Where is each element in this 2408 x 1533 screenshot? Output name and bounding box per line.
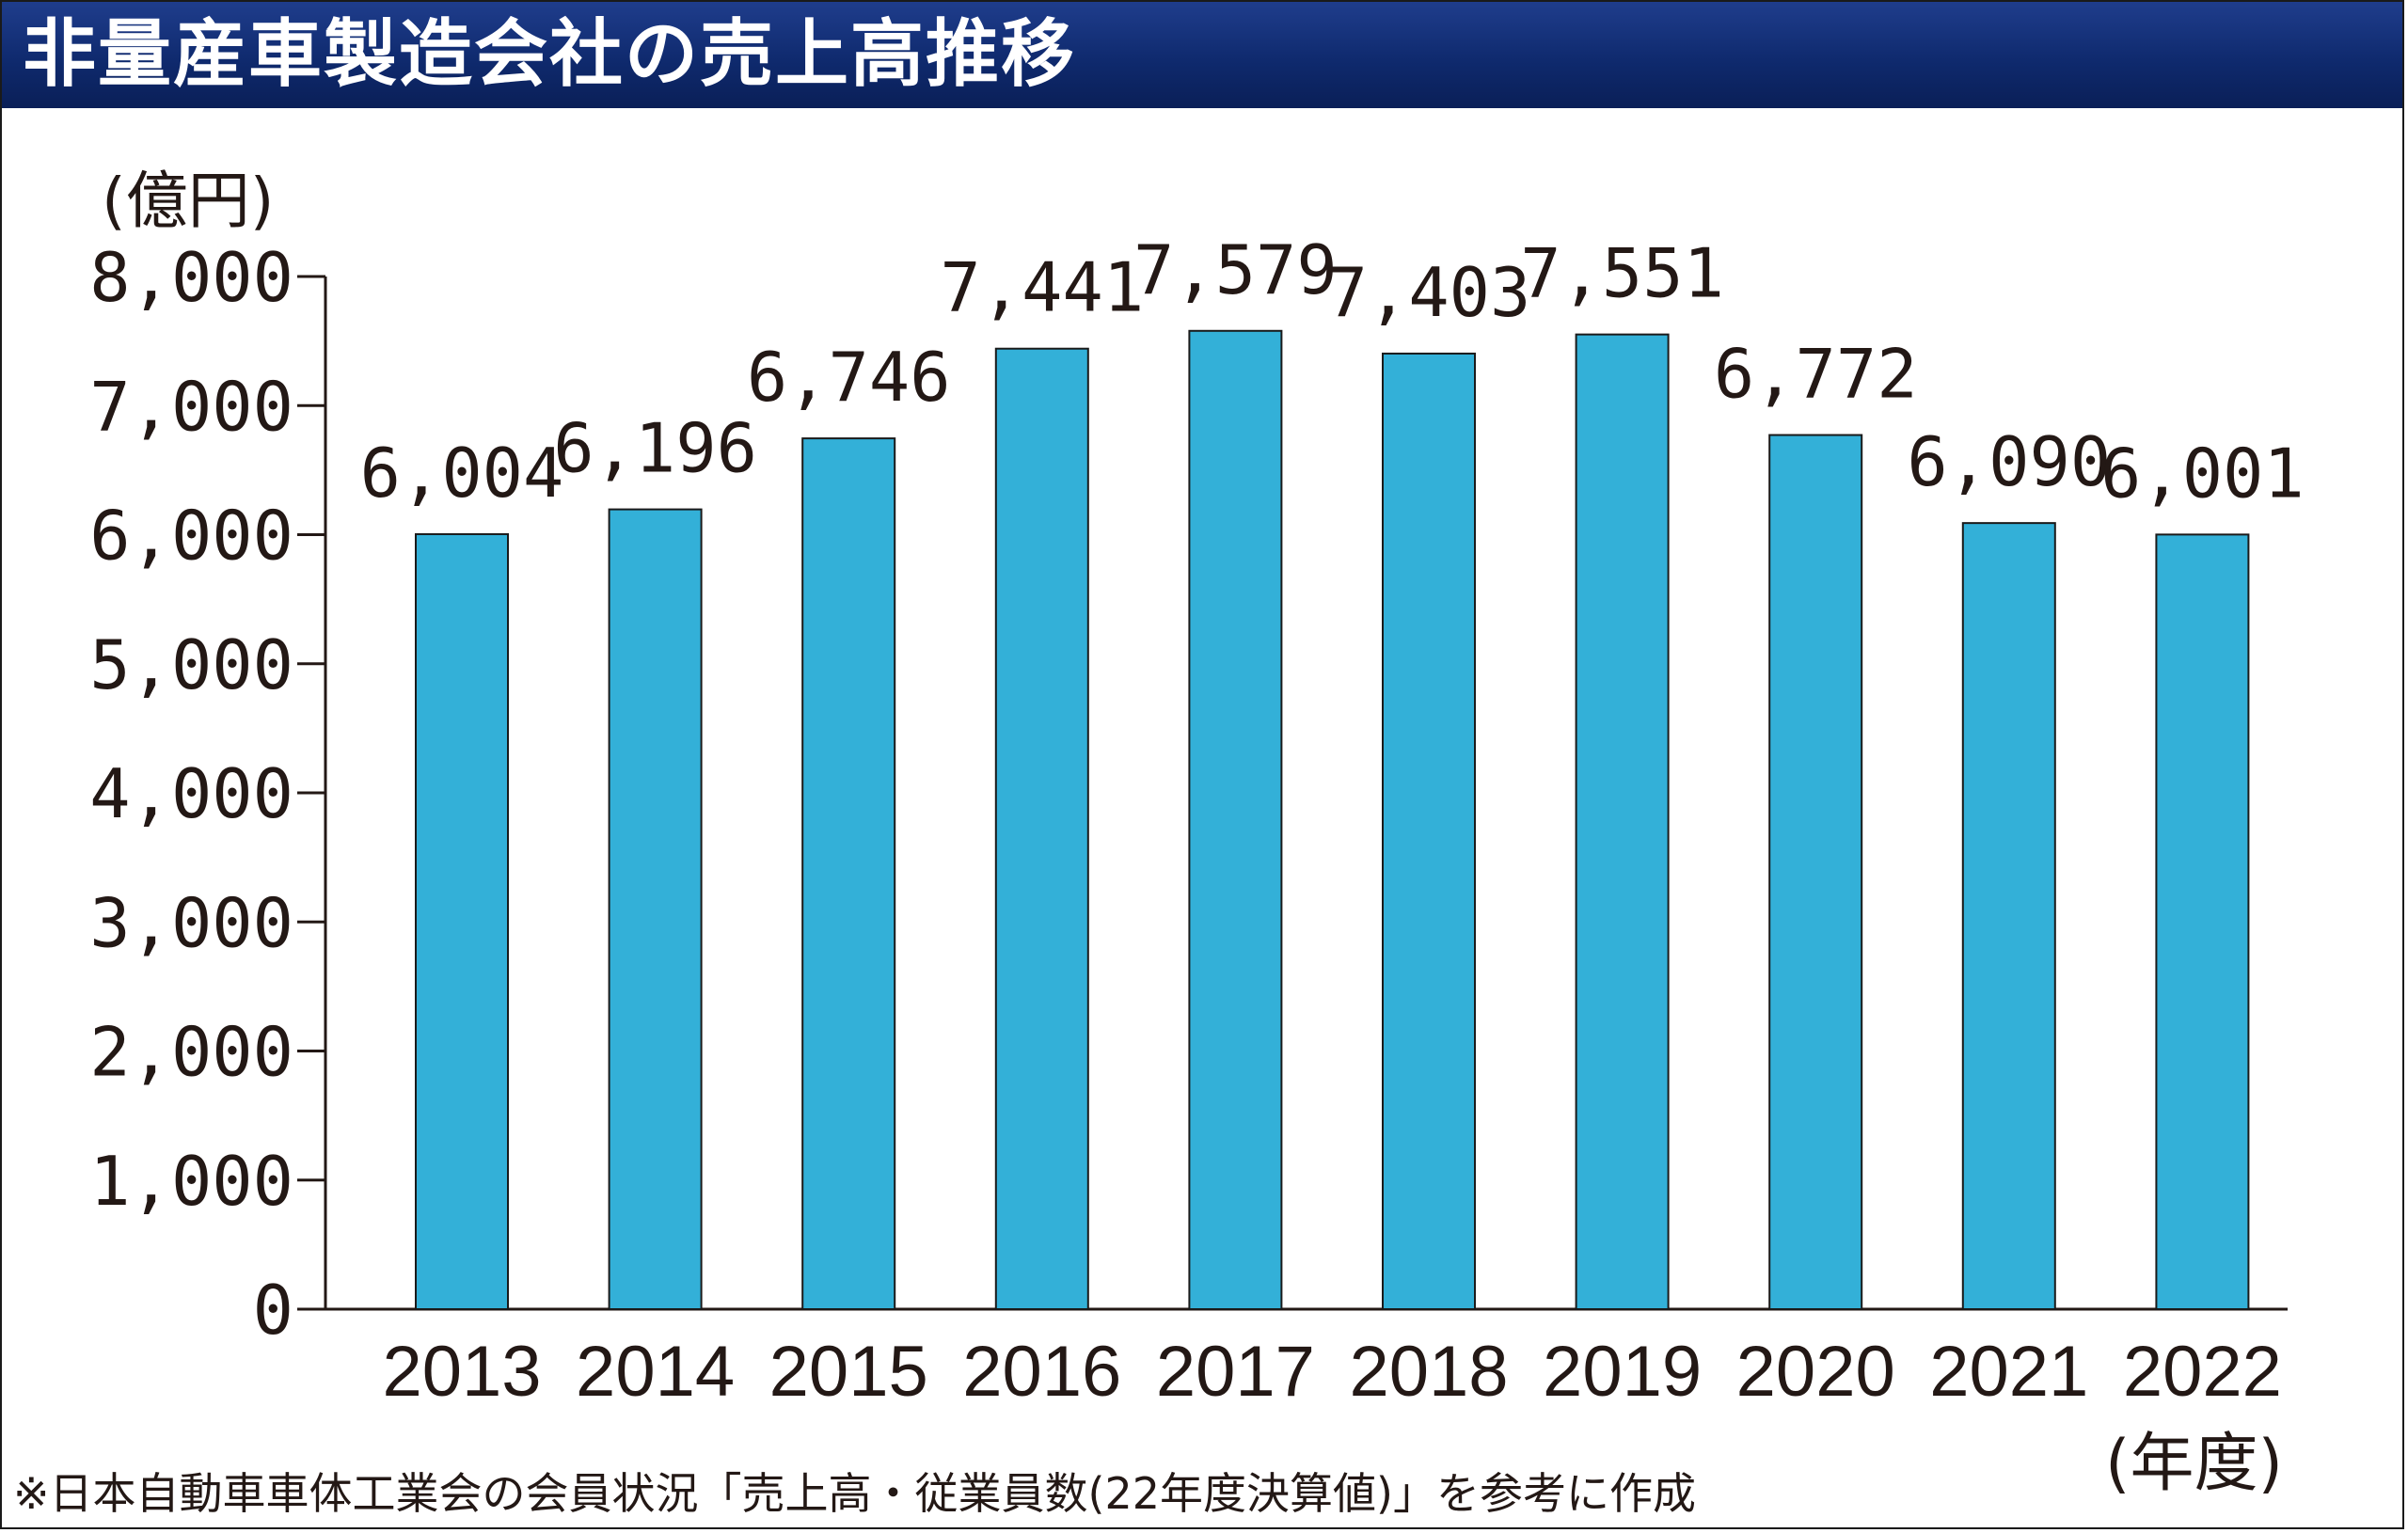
x-tick-label: 2015: [769, 1332, 928, 1412]
bar: [994, 347, 1089, 1310]
data-label: 7,551: [1520, 234, 1724, 313]
data-label: 7,403: [1327, 253, 1531, 332]
bar: [608, 508, 703, 1310]
data-label: 6,004: [360, 434, 564, 513]
x-tick-label: 2020: [1736, 1332, 1895, 1412]
y-tick-label: 3,000: [89, 883, 293, 962]
bar: [1188, 329, 1283, 1311]
x-tick-label: 2013: [382, 1332, 541, 1412]
y-tick-label: 1,000: [89, 1142, 293, 1221]
data-label: 7,441: [940, 248, 1144, 327]
y-tick-label: 6,000: [89, 497, 293, 576]
y-tick-label: 5,000: [89, 625, 293, 704]
source-note: ※日本自動車車体工業会の会員状況「売上高・従業員数(22年度決算値)」を参考に作…: [13, 1468, 1696, 1519]
y-tick-label: 4,000: [89, 754, 293, 833]
x-axis-unit-label: (年度): [2105, 1427, 2284, 1501]
bar: [1768, 434, 1863, 1310]
data-label: 7,579: [1133, 230, 1338, 309]
data-label: 6,196: [553, 409, 757, 488]
chart-title: 非量産車製造会社の売上高推移: [23, 12, 1077, 97]
x-tick-label: 2019: [1543, 1332, 1702, 1412]
x-tick-label: 2018: [1349, 1332, 1508, 1412]
y-tick-label: 2,000: [89, 1013, 293, 1092]
x-tick-label: 2014: [576, 1332, 735, 1412]
bar: [2155, 533, 2250, 1310]
bar: [801, 437, 896, 1310]
title-bar: 非量産車製造会社の売上高推移: [2, 2, 2402, 108]
bar: [1575, 333, 1670, 1310]
x-tick-label: 2017: [1156, 1332, 1315, 1412]
data-label: 6,746: [747, 338, 951, 417]
bar: [1382, 352, 1476, 1311]
bar: [1961, 522, 2056, 1310]
y-tick-label: 7,000: [89, 367, 293, 446]
y-tick-label: 8,000: [89, 238, 293, 317]
x-tick-label: 2021: [1929, 1332, 2088, 1412]
bar: [415, 532, 509, 1310]
y-axis-unit-label: (億円): [102, 165, 275, 237]
data-label: 6,772: [1714, 335, 1918, 414]
x-tick-label: 2022: [2123, 1332, 2282, 1412]
data-label: 6,090: [1907, 422, 2111, 501]
x-tick-label: 2016: [962, 1332, 1121, 1412]
data-label: 6,001: [2100, 434, 2305, 513]
y-tick-label: 0: [253, 1271, 293, 1350]
